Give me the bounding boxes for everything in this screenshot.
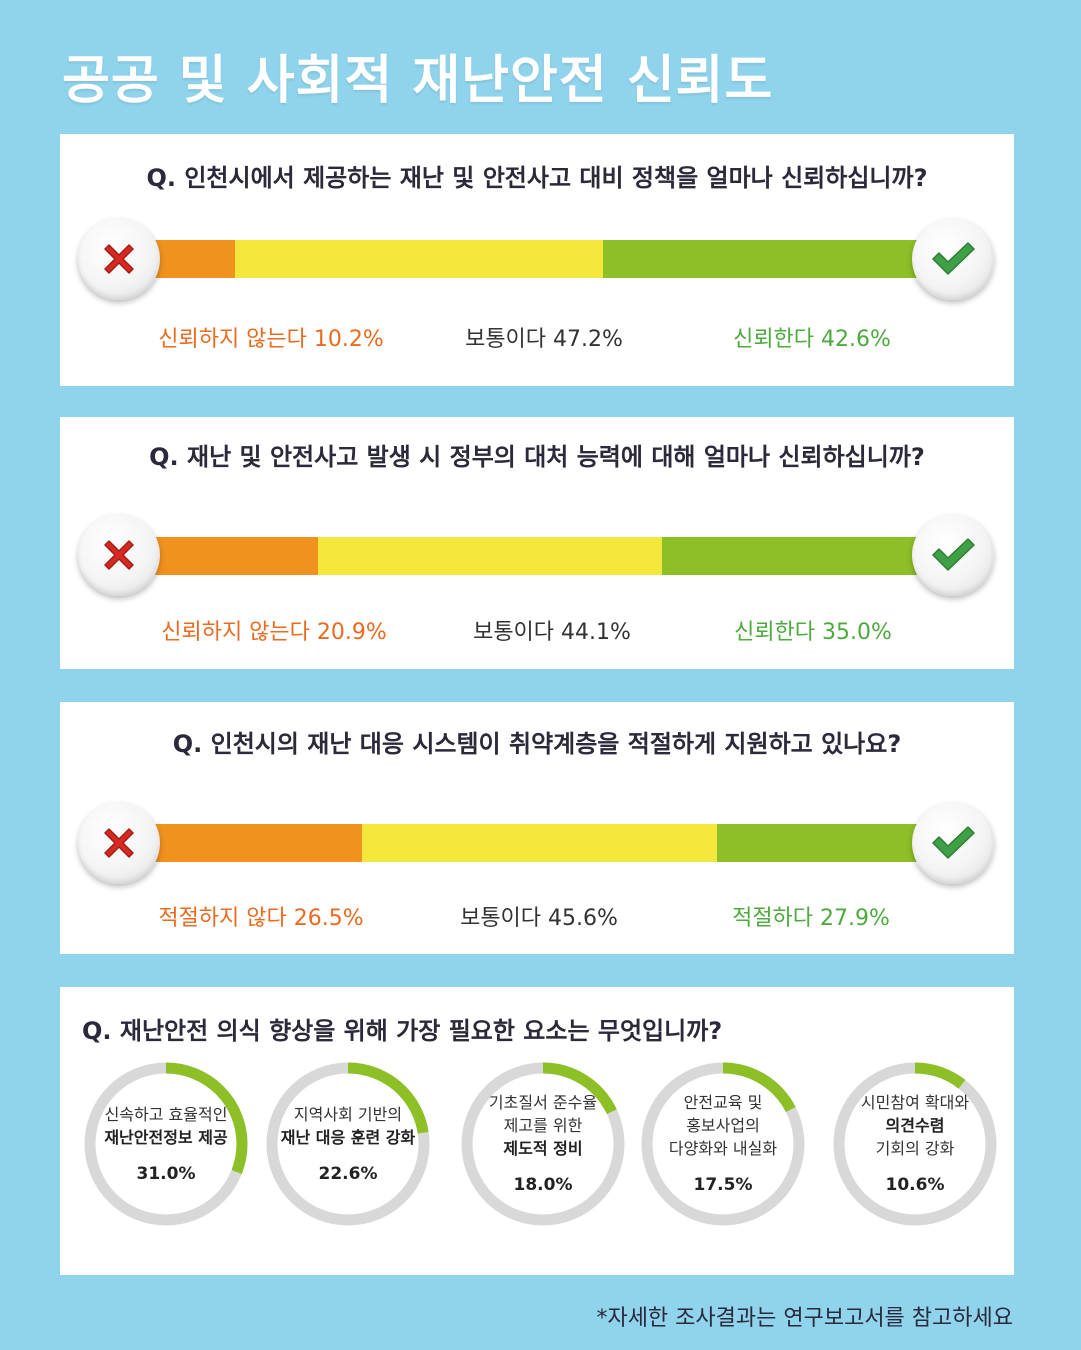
ring-label-line: 신속하고 효율적인 — [104, 1104, 228, 1124]
stacked-bar — [155, 240, 935, 278]
ring-percent: 10.6% — [885, 1175, 945, 1195]
ring-label-line: 홍보사업의 — [686, 1116, 760, 1135]
bar-segment-positive — [717, 824, 935, 862]
stacked-bar — [155, 824, 935, 862]
check-icon — [932, 538, 975, 571]
label-positive: 적절하다 27.9% — [732, 906, 890, 931]
question-text: Q. 재난안전 의식 향상을 위해 가장 필요한 요소는 무엇입니까? — [82, 1017, 723, 1045]
bar-segment-neutral — [318, 537, 662, 575]
label-neutral: 보통이다 47.2% — [465, 327, 623, 352]
label-neutral: 보통이다 44.1% — [473, 620, 631, 645]
check-badge — [912, 218, 994, 300]
ring-label-line: 재난 대응 훈련 강화 — [280, 1127, 416, 1147]
ring-percent: 18.0% — [513, 1175, 573, 1195]
ring-label-line: 기초질서 준수율 — [488, 1093, 598, 1112]
check-badge — [912, 514, 994, 596]
ring-label-line: 제고를 위한 — [503, 1116, 583, 1135]
ring-label-line: 의견수렴 — [885, 1116, 945, 1135]
bar-segment-neutral — [361, 824, 718, 862]
question-text: Q. 인천시의 재난 대응 시스템이 취약계층을 적절하게 지원하고 있나요? — [172, 730, 902, 758]
footnote: *자세한 조사결과는 연구보고서를 참고하세요 — [596, 1306, 1013, 1331]
check-badge — [912, 802, 994, 884]
bar-segment-negative — [155, 824, 362, 862]
x-icon — [104, 828, 134, 858]
x-badge — [78, 218, 160, 300]
ring-label-line: 지역사회 기반의 — [293, 1104, 403, 1124]
question-card-4: Q. 재난안전 의식 향상을 위해 가장 필요한 요소는 무엇입니까? 신속하고… — [60, 987, 1014, 1275]
ring-percent: 31.0% — [136, 1163, 196, 1184]
check-icon — [932, 242, 975, 275]
ring-value-arc — [84, 1062, 248, 1226]
x-badge — [78, 802, 160, 884]
bar-segment-positive — [602, 240, 935, 278]
ring-label-line: 안전교육 및 — [683, 1093, 763, 1112]
ring-value-arc — [266, 1062, 430, 1226]
ring-label-line: 시민참여 확대와 — [860, 1093, 970, 1112]
label-negative: 적절하지 않다 26.5% — [158, 906, 364, 931]
bar-segment-positive — [661, 537, 935, 575]
ring-svg — [461, 1062, 625, 1226]
label-positive: 신뢰한다 42.6% — [733, 327, 891, 352]
question-card-3: Q. 인천시의 재난 대응 시스템이 취약계층을 적절하게 지원하고 있나요? … — [60, 702, 1014, 954]
question-card-2: Q. 재난 및 안전사고 발생 시 정부의 대처 능력에 대해 얼마나 신뢰하십… — [60, 417, 1014, 669]
label-positive: 신뢰한다 35.0% — [734, 620, 892, 645]
ring-label-line: 제도적 정비 — [503, 1139, 583, 1158]
ring-svg — [266, 1062, 430, 1226]
ring-svg — [833, 1062, 997, 1226]
bar-segment-negative — [155, 537, 319, 575]
ring-label-line: 기회의 강화 — [875, 1139, 955, 1158]
ring-percent: 17.5% — [693, 1175, 753, 1195]
ring-percent: 22.6% — [318, 1163, 378, 1184]
ring-label-line: 다양화와 내실화 — [668, 1139, 778, 1158]
bar-segment-neutral — [234, 240, 603, 278]
question-card-1: Q. 인천시에서 제공하는 재난 및 안전사고 대비 정책을 얼마나 신뢰하십니… — [60, 134, 1014, 386]
label-negative: 신뢰하지 않는다 20.9% — [161, 620, 387, 645]
ring-label-line: 재난안전정보 제공 — [104, 1127, 228, 1147]
ring-value-arc — [833, 1062, 997, 1226]
ring-value-arc — [641, 1062, 805, 1226]
x-badge — [78, 514, 160, 596]
label-neutral: 보통이다 45.6% — [460, 906, 618, 931]
bar-segment-negative — [155, 240, 235, 278]
question-text: Q. 인천시에서 제공하는 재난 및 안전사고 대비 정책을 얼마나 신뢰하십니… — [146, 164, 928, 192]
ring-svg — [641, 1062, 805, 1226]
question-text: Q. 재난 및 안전사고 발생 시 정부의 대처 능력에 대해 얼마나 신뢰하십… — [149, 443, 925, 471]
ring-svg — [84, 1062, 248, 1226]
x-icon — [104, 244, 134, 274]
check-icon — [932, 826, 975, 859]
label-negative: 신뢰하지 않는다 10.2% — [158, 327, 384, 352]
page-title: 공공 및 사회적 재난안전 신뢰도 — [62, 51, 774, 111]
x-icon — [104, 540, 134, 570]
stacked-bar — [155, 537, 935, 575]
ring-value-arc — [461, 1062, 625, 1226]
